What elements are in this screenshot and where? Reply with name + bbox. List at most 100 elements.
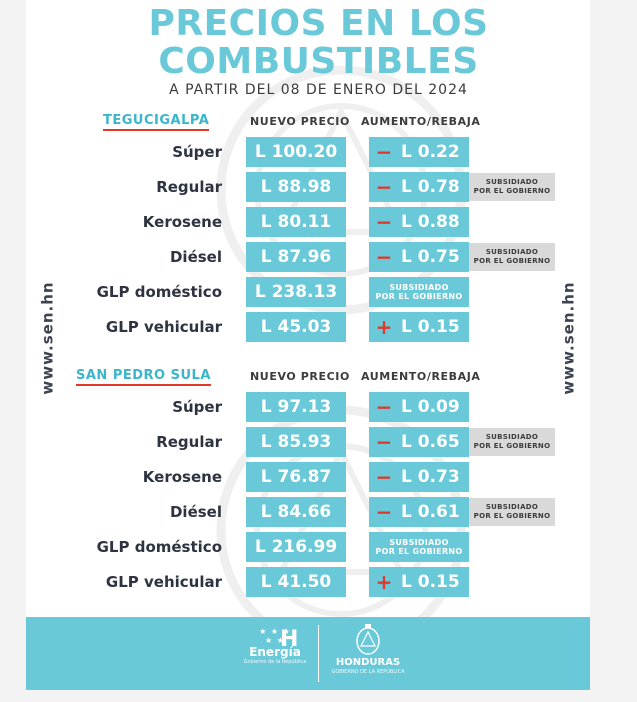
change-amount: L 0.78 bbox=[401, 177, 460, 197]
change-amount: L 0.22 bbox=[401, 142, 460, 162]
subsidy-line-1: SUBSIDIADO bbox=[485, 433, 539, 441]
coat-of-arms-icon bbox=[356, 624, 380, 655]
change-amount: L 0.15 bbox=[401, 317, 460, 337]
energia-tagline: Gobierno de la República bbox=[243, 659, 307, 665]
fuel-row: Súper L 100.20 − L 0.22 bbox=[0, 137, 637, 167]
new-price: L 87.96 bbox=[246, 242, 346, 272]
fuel-name: Regular bbox=[156, 178, 222, 196]
new-price: L 80.11 bbox=[246, 207, 346, 237]
subsidy-tag: SUBSIDIADO POR EL GOBIERNO bbox=[469, 173, 555, 201]
minus-icon: − bbox=[375, 175, 393, 199]
fuel-name: Regular bbox=[156, 433, 222, 451]
price-change: − L 0.65 bbox=[369, 427, 469, 457]
new-price: L 97.13 bbox=[246, 392, 346, 422]
column-header-change: AUMENTO/REBAJA bbox=[361, 115, 481, 128]
price-change: − L 0.09 bbox=[369, 392, 469, 422]
new-price: L 84.66 bbox=[246, 497, 346, 527]
energia-mark: H bbox=[280, 627, 299, 652]
subsidized-label: SUBSIDIADO POR EL GOBIERNO bbox=[369, 532, 469, 562]
fuel-name: GLP vehicular bbox=[105, 318, 222, 336]
change-amount: L 0.61 bbox=[401, 502, 460, 522]
subsidized-label: SUBSIDIADO POR EL GOBIERNO bbox=[369, 277, 469, 307]
fuel-name: GLP doméstico bbox=[96, 538, 222, 556]
price-change: − L 0.61 bbox=[369, 497, 469, 527]
new-price: L 85.93 bbox=[246, 427, 346, 457]
honduras-tagline: GOBIERNO DE LA REPÚBLICA bbox=[331, 669, 405, 675]
fuel-name: Súper bbox=[172, 143, 222, 161]
minus-icon: − bbox=[375, 465, 393, 489]
fuel-name: Súper bbox=[172, 398, 222, 416]
change-amount: L 0.75 bbox=[401, 247, 460, 267]
fuel-name: GLP vehicular bbox=[105, 573, 222, 591]
subsidy-tag: SUBSIDIADO POR EL GOBIERNO bbox=[469, 428, 555, 456]
subsidy-line-2: POR EL GOBIERNO bbox=[473, 257, 551, 265]
fuel-name: Diésel bbox=[169, 248, 222, 266]
plus-icon: + bbox=[375, 315, 393, 339]
minus-icon: − bbox=[375, 430, 393, 454]
honduras-logo: HONDURAS GOBIERNO DE LA REPÚBLICA bbox=[328, 623, 408, 685]
minus-icon: − bbox=[375, 395, 393, 419]
new-price: L 76.87 bbox=[246, 462, 346, 492]
new-price: L 238.13 bbox=[246, 277, 346, 307]
subsidy-line-2: POR EL GOBIERNO bbox=[473, 442, 551, 450]
new-price: L 216.99 bbox=[246, 532, 346, 562]
price-change: − L 0.73 bbox=[369, 462, 469, 492]
title-line-2: COMBUSTIBLES bbox=[158, 41, 479, 82]
price-change: − L 0.88 bbox=[369, 207, 469, 237]
subsidy-line-1: SUBSIDIADO bbox=[485, 178, 539, 186]
fuel-row: GLP doméstico L 216.99 SUBSIDIADO POR EL GO… bbox=[0, 532, 637, 562]
footer-divider bbox=[318, 625, 319, 682]
fuel-row: GLP vehicular L 41.50 + L 0.15 bbox=[0, 567, 637, 597]
fuel-row: Kerosene L 80.11 − L 0.88 bbox=[0, 207, 637, 237]
subsidy-line-1: SUBSIDIADO bbox=[485, 503, 539, 511]
fuel-name: Kerosene bbox=[142, 468, 222, 486]
price-change: − L 0.75 bbox=[369, 242, 469, 272]
subsidy-line-2: POR EL GOBIERNO bbox=[473, 512, 551, 520]
minus-icon: − bbox=[375, 500, 393, 524]
subsidy-line-1: SUBSIDIADO bbox=[485, 248, 539, 256]
fuel-name: Diésel bbox=[169, 503, 222, 521]
fuel-row: Súper L 97.13 − L 0.09 bbox=[0, 392, 637, 422]
new-price: L 41.50 bbox=[246, 567, 346, 597]
energia-logo: ★ ★ ★ ★ ★ H Energía Gobierno de la Repúbl… bbox=[240, 627, 310, 682]
plus-icon: + bbox=[375, 570, 393, 594]
fuel-row: GLP doméstico L 238.13 SUBSIDIADO POR EL GO… bbox=[0, 277, 637, 307]
fuel-row: GLP vehicular L 45.03 + L 0.15 bbox=[0, 312, 637, 342]
column-header-price: NUEVO PRECIO bbox=[250, 370, 350, 383]
city-heading: TEGUCIGALPA bbox=[103, 113, 210, 131]
change-amount: L 0.73 bbox=[401, 467, 460, 487]
stars-icon: ★ ★ ★ ★ ★ bbox=[259, 627, 291, 645]
subsidy-line-1: SUBSIDIADO bbox=[389, 538, 449, 547]
subsidy-tag: SUBSIDIADO POR EL GOBIERNO bbox=[469, 243, 555, 271]
new-price: L 88.98 bbox=[246, 172, 346, 202]
column-header-change: AUMENTO/REBAJA bbox=[361, 370, 481, 383]
change-amount: L 0.88 bbox=[401, 212, 460, 232]
footer-band: ★ ★ ★ ★ ★ H Energía Gobierno de la Repúbl… bbox=[26, 617, 590, 690]
price-change: + L 0.15 bbox=[369, 312, 469, 342]
effective-date-subtitle: A PARTIR DEL 08 DE ENERO DEL 2024 bbox=[169, 82, 468, 98]
subsidy-tag: SUBSIDIADO POR EL GOBIERNO bbox=[469, 498, 555, 526]
fuel-name: GLP doméstico bbox=[96, 283, 222, 301]
fuel-row: Kerosene L 76.87 − L 0.73 bbox=[0, 462, 637, 492]
change-amount: L 0.15 bbox=[401, 572, 460, 592]
fuel-row: Regular L 88.98− L 0.78 SUBSIDIADO POR EL GO… bbox=[0, 172, 637, 202]
fuel-name: Kerosene bbox=[142, 213, 222, 231]
new-price: L 45.03 bbox=[246, 312, 346, 342]
city-heading: SAN PEDRO SULA bbox=[76, 368, 211, 386]
minus-icon: − bbox=[375, 245, 393, 269]
fuel-row: Regular L 85.93− L 0.65 SUBSIDIADO POR EL GO… bbox=[0, 427, 637, 457]
change-amount: L 0.09 bbox=[401, 397, 460, 417]
fuel-row: Diésel L 84.66− L 0.61 SUBSIDIADO POR EL GOB… bbox=[0, 497, 637, 527]
subsidy-line-1: SUBSIDIADO bbox=[389, 283, 449, 292]
energia-name: Energía bbox=[249, 645, 301, 659]
subsidy-line-2: POR EL GOBIERNO bbox=[375, 292, 463, 301]
minus-icon: − bbox=[375, 140, 393, 164]
price-change: − L 0.78 bbox=[369, 172, 469, 202]
honduras-name: HONDURAS bbox=[335, 657, 401, 668]
subsidy-line-2: POR EL GOBIERNO bbox=[473, 187, 551, 195]
price-change: − L 0.22 bbox=[369, 137, 469, 167]
new-price: L 100.20 bbox=[246, 137, 346, 167]
column-header-price: NUEVO PRECIO bbox=[250, 115, 350, 128]
change-amount: L 0.65 bbox=[401, 432, 460, 452]
title-line-1: PRECIOS EN LOS bbox=[148, 3, 489, 44]
